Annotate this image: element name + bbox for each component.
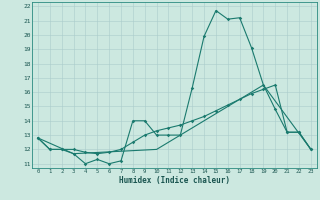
X-axis label: Humidex (Indice chaleur): Humidex (Indice chaleur)	[119, 176, 230, 185]
